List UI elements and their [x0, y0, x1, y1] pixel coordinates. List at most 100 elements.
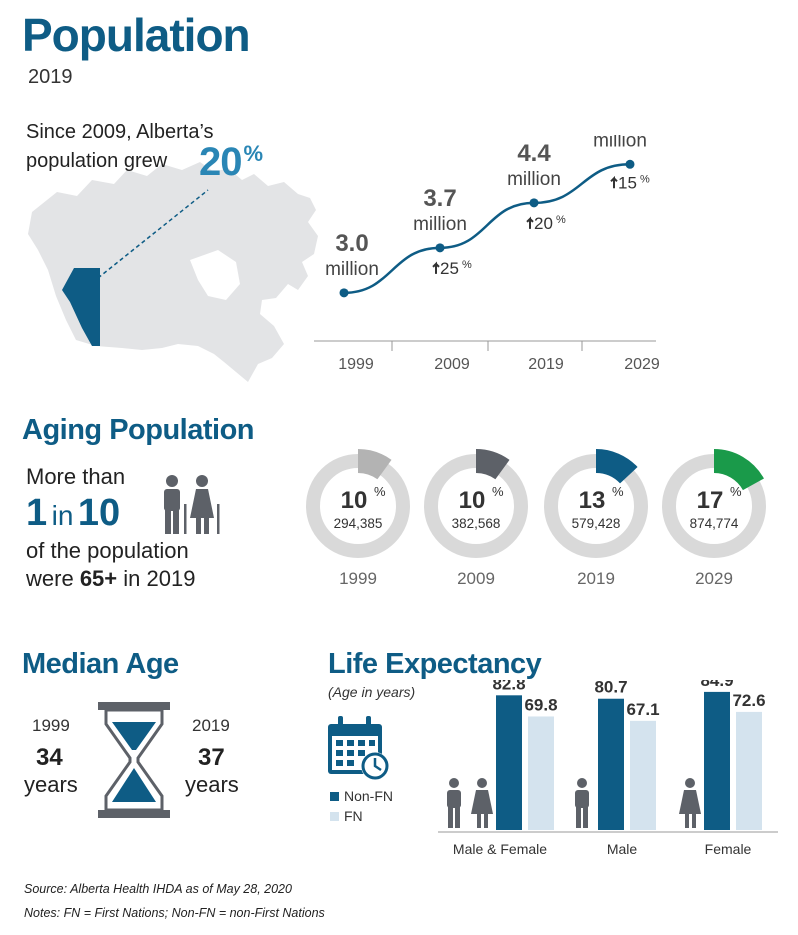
donut-percent-unit: %: [492, 484, 504, 499]
aging-ratio: 1 in 10: [26, 492, 120, 535]
bar-value-label: 67.1: [626, 700, 659, 719]
median-right-unit: years: [185, 772, 239, 797]
growth-value: 25: [440, 259, 459, 278]
intro-line-2: population grew: [26, 150, 168, 172]
elderly-couple-icon: [164, 475, 220, 534]
growth-unit: %: [462, 259, 472, 271]
donut-1999: 10 % 294,385 1999: [306, 449, 410, 588]
aging-line-4: were 65+ in 2019: [26, 566, 195, 592]
growth-value: 20: [534, 214, 553, 233]
alberta-shape: [62, 268, 100, 346]
donut-segment: [713, 449, 764, 491]
population-unit-label: million: [593, 135, 647, 151]
donut-percent-unit: %: [730, 484, 742, 499]
median-left-year: 1999: [32, 716, 70, 735]
growth-label: 20%: [526, 214, 566, 233]
population-point: [339, 288, 349, 298]
canada-map: [28, 162, 318, 382]
population-unit-label: million: [507, 169, 561, 190]
aging-ratio-in: in: [51, 500, 74, 531]
alberta-callout-line: [97, 189, 209, 279]
donut-percent: 10: [459, 487, 486, 514]
donut-count: 294,385: [334, 516, 383, 531]
bar-non-fn: [704, 691, 730, 830]
donut-segment: [475, 449, 510, 480]
population-point: [625, 159, 635, 169]
aging-line-4-pre: were: [26, 566, 74, 591]
aging-donut-charts: 10 % 294,385 1999 10 % 382,568 2009 13 % 579,428 20…: [306, 449, 766, 588]
growth-highlight: 20%: [199, 140, 264, 185]
bar-value-label: 84.9: [700, 680, 733, 690]
median-right-year: 2019: [192, 716, 230, 735]
aging-title: Aging Population: [22, 414, 255, 446]
donut-year: 2029: [695, 569, 733, 588]
donut-percent-unit: %: [612, 484, 624, 499]
hudson-bay-shape: [190, 250, 240, 300]
intro-text: Since 2009, Alberta’s population grew: [26, 118, 214, 176]
x-tick-label: 2019: [528, 356, 564, 373]
donut-2029: 17 % 874,774 2029: [662, 449, 766, 588]
aging-line-1: More than: [26, 464, 126, 489]
donut-year: 2019: [577, 569, 615, 588]
intro-line-1: Since 2009, Alberta’s: [26, 121, 214, 143]
population-value-label: 4.4: [517, 140, 551, 167]
population-value-label: 3.7: [423, 185, 456, 212]
bar-category-label: Male & Female: [453, 841, 547, 857]
man-icon: [575, 778, 589, 828]
median-age-title: Median Age: [22, 648, 179, 680]
growth-label: 25%: [432, 259, 472, 278]
life-expectancy-subtitle: (Age in years): [328, 684, 416, 700]
x-tick-label: 2009: [434, 356, 470, 373]
donut-percent-unit: %: [374, 484, 386, 499]
population-unit-label: million: [413, 214, 467, 235]
man-icon: [447, 778, 461, 828]
population-line: [343, 163, 631, 295]
bar-non-fn: [496, 695, 522, 830]
page-subtitle-year: 2019: [28, 66, 73, 88]
median-right-age: 37: [198, 744, 225, 771]
growth-value: 15: [618, 173, 637, 192]
bar-value-label: 69.8: [524, 695, 557, 714]
bar-category-label: Female: [705, 841, 752, 857]
up-arrow-icon: [526, 216, 534, 229]
donut-count: 382,568: [452, 516, 501, 531]
bar-category-label: Male: [607, 841, 638, 857]
bar-fn: [630, 720, 656, 830]
median-left-age: 34: [36, 744, 63, 771]
life-expectancy-title: Life Expectancy: [328, 648, 542, 680]
page-title: Population: [22, 9, 251, 61]
aging-line-3: of the population: [26, 538, 189, 563]
legend-swatch: [330, 812, 339, 821]
donut-percent: 17: [697, 487, 724, 514]
notes-note: Notes: FN = First Nations; Non-FN = non-…: [24, 906, 325, 920]
population-value-label: 3.0: [335, 230, 368, 257]
aging-line-4-bold: 65+: [79, 566, 118, 591]
donut-count: 579,428: [572, 516, 621, 531]
legend-label: FN: [344, 808, 363, 824]
bar-fn: [736, 711, 762, 830]
woman-icon: [679, 778, 701, 828]
x-tick-label: 2029: [624, 356, 660, 373]
growth-unit: %: [640, 173, 650, 185]
aging-ratio-big1: 1: [26, 492, 48, 534]
median-left-unit: years: [24, 772, 78, 797]
legend-swatch: [330, 792, 339, 801]
legend-label: Non-FN: [344, 788, 393, 804]
life-expectancy-bar-chart: 82.8 69.8 Male & Female 80.7 67.1 Male 84.972.…: [330, 680, 778, 857]
growth-unit: %: [556, 214, 566, 226]
growth-unit: %: [243, 141, 264, 166]
donut-segment: [595, 449, 638, 484]
donut-percent: 13: [579, 487, 606, 514]
bar-value-label: 82.8: [492, 680, 525, 693]
bar-value-label: 72.6: [732, 691, 765, 710]
donut-2009: 10 % 382,568 2009: [424, 449, 528, 588]
woman-icon: [471, 778, 493, 828]
bar-fn: [528, 716, 554, 830]
donut-year: 1999: [339, 569, 377, 588]
donut-percent: 10: [341, 487, 368, 514]
donut-year: 2009: [457, 569, 495, 588]
donut-segment: [357, 449, 392, 480]
aging-line-4-post: in 2019: [123, 566, 196, 591]
population-unit-label: million: [325, 259, 379, 280]
population-point: [529, 198, 539, 208]
